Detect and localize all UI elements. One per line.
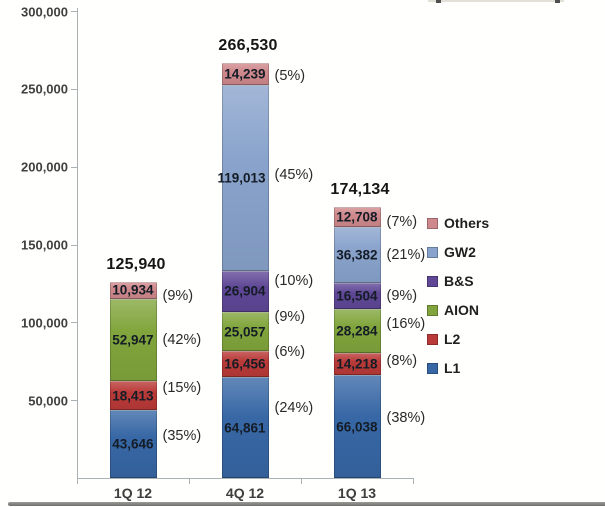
y-tick-label: 250,000	[21, 81, 68, 97]
segment-percent-label: (16%)	[386, 316, 426, 333]
y-tick-mark	[71, 400, 77, 402]
x-tick-mark	[301, 478, 302, 484]
segment-percent-label: (38%)	[386, 409, 426, 426]
legend-label: L1	[444, 360, 461, 376]
segment-value-label: 36,382	[336, 247, 378, 263]
y-tick-mark	[71, 88, 77, 90]
legend-swatch-icon	[427, 362, 438, 374]
y-tick-label: 200,000	[21, 159, 68, 175]
segment-value-label: 28,284	[336, 323, 378, 339]
segment-percent-label: (8%)	[386, 353, 418, 370]
segment-percent-label: (9%)	[274, 308, 306, 325]
x-tick-mark	[77, 478, 78, 484]
x-category-label: 1Q 13	[337, 485, 377, 501]
segment-percent-label: (6%)	[274, 344, 306, 361]
segment-value-label: 10,934	[112, 282, 154, 298]
legend-label: L2	[444, 331, 461, 347]
bar-segment-others	[221, 63, 269, 86]
segment-value-label: 43,646	[112, 436, 154, 452]
segment-percent-label: (5%)	[274, 68, 306, 85]
segment-percent-label: (42%)	[162, 332, 202, 349]
y-tick-mark	[71, 322, 77, 324]
legend-item-others: Others	[427, 213, 489, 233]
segment-percent-label: (7%)	[386, 213, 418, 230]
bar-segment-gw2	[221, 85, 269, 271]
x-category-label: 1Q 12	[113, 485, 153, 501]
bar-segment-aion	[221, 312, 269, 352]
segment-percent-label: (10%)	[274, 273, 314, 290]
segment-percent-label: (15%)	[162, 379, 202, 396]
y-tick-label: 300,000	[21, 4, 68, 19]
segment-percent-label: (9%)	[162, 288, 194, 305]
cropped-caption-mark	[555, 0, 560, 3]
legend-item-aion: AION	[427, 300, 479, 320]
segment-value-label: 64,861	[224, 420, 266, 436]
bar-segment-others	[333, 206, 381, 227]
legend-swatch-icon	[427, 333, 438, 345]
segment-value-label: 66,038	[336, 419, 378, 435]
bar-segment-l1	[221, 377, 269, 478]
bar-total-label: 125,940	[106, 255, 166, 273]
legend-item-gw2: GW2	[427, 242, 476, 262]
x-tick-mark	[189, 478, 190, 484]
segment-value-label: 14,218	[336, 356, 378, 372]
y-tick-label: 50,000	[28, 393, 68, 409]
bar-segment-aion	[109, 298, 157, 382]
legend-label: GW2	[444, 244, 476, 260]
x-category-label: 4Q 12	[225, 485, 265, 501]
y-axis-line	[77, 8, 78, 478]
segment-percent-label: (24%)	[274, 399, 314, 416]
legend-item-l2: L2	[427, 329, 460, 349]
bar-segment-bs	[333, 283, 381, 310]
y-tick-mark	[71, 244, 77, 246]
segment-percent-label: (9%)	[386, 288, 418, 305]
y-tick-mark	[71, 11, 77, 12]
bar-segment-l2	[221, 351, 269, 378]
cropped-caption-remnant	[428, 0, 564, 2]
segment-value-label: 16,456	[224, 356, 266, 372]
legend-item-bs: B&S	[427, 271, 474, 291]
legend-swatch-icon	[427, 246, 438, 258]
bar-segment-bs	[221, 270, 269, 313]
legend-swatch-icon	[427, 275, 438, 287]
legend-label: B&S	[444, 273, 474, 289]
legend-item-l1: L1	[427, 358, 460, 378]
legend-label: Others	[444, 215, 490, 231]
bar-total-label: 266,530	[218, 37, 278, 55]
bar-total-label: 174,134	[330, 180, 390, 198]
legend-swatch-icon	[427, 217, 438, 229]
segment-value-label: 16,504	[336, 288, 378, 304]
y-tick-label: 150,000	[21, 237, 68, 253]
legend-swatch-icon	[427, 304, 438, 316]
x-tick-mark	[413, 478, 414, 484]
segment-value-label: 25,057	[224, 324, 266, 340]
x-axis-line	[77, 478, 414, 479]
y-tick-label: 100,000	[21, 315, 68, 331]
bar-segment-l2	[333, 353, 381, 376]
segment-value-label: 119,013	[217, 170, 266, 186]
segment-value-label: 26,904	[224, 283, 266, 299]
bottom-border-line	[8, 502, 605, 506]
legend-label: AION	[444, 302, 479, 318]
segment-percent-label: (21%)	[386, 247, 426, 264]
segment-percent-label: (45%)	[274, 166, 314, 183]
cropped-caption-mark	[436, 0, 441, 3]
bar-segment-l2	[109, 381, 157, 411]
segment-value-label: 52,947	[112, 332, 154, 348]
segment-value-label: 18,413	[112, 388, 154, 404]
bar-segment-l1	[109, 410, 157, 478]
y-tick-mark	[71, 166, 77, 168]
segment-value-label: 12,708	[336, 209, 378, 225]
bar-segment-others	[109, 281, 157, 299]
segment-value-label: 14,239	[224, 66, 266, 82]
segment-percent-label: (35%)	[162, 428, 202, 445]
bar-segment-aion	[333, 309, 381, 354]
bar-segment-l1	[333, 375, 381, 478]
bar-segment-gw2	[333, 226, 381, 284]
